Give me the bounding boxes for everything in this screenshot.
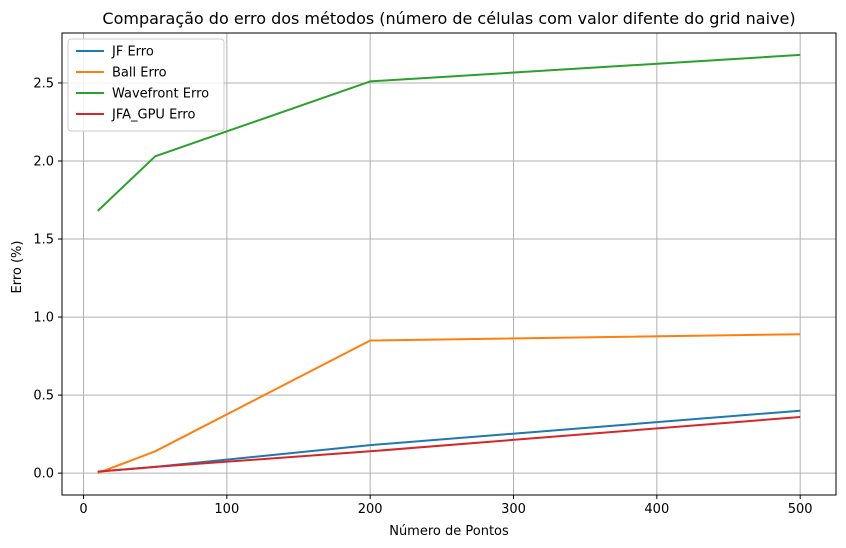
chart-title: Comparação do erro dos métodos (número d… [102,9,795,28]
x-tick-label: 100 [214,502,239,517]
legend-label: Ball Erro [112,66,167,81]
series-line-wavefront-erro [97,53,801,212]
x-tick-label: 300 [501,502,526,517]
y-tick-label: 2.0 [33,154,54,169]
x-axis-label: Número de Pontos [389,524,509,539]
x-axis-ticks: 0 100 200 300 400 500 [79,495,813,517]
y-tick-label: 0.0 [33,467,54,482]
y-axis-label: Erro (%) [10,241,25,294]
x-tick-label: 0 [79,502,87,517]
y-tick-label: 1.5 [33,233,54,248]
y-axis-ticks: 0.0 0.5 1.0 1.5 2.0 2.5 [33,76,62,482]
legend-box [67,38,225,132]
legend-label: Wavefront Erro [112,87,209,102]
series-lines [97,53,801,475]
x-tick-label: 500 [788,502,813,517]
y-tick-label: 2.5 [33,76,54,91]
plot-frame [61,32,837,496]
x-tick-label: 200 [358,502,383,517]
series-line-ball-erro [97,333,801,475]
y-tick-label: 0.5 [33,389,54,404]
x-tick-label: 400 [644,502,669,517]
series-line-jfa-gpu-erro [97,416,801,473]
legend-label: JF Erro [111,45,154,60]
y-tick-label: 1.0 [33,311,54,326]
legend: JF Erro Ball Erro Wavefront Erro JFA_GPU Er… [67,38,225,132]
legend-label: JFA_GPU Erro [111,108,195,123]
